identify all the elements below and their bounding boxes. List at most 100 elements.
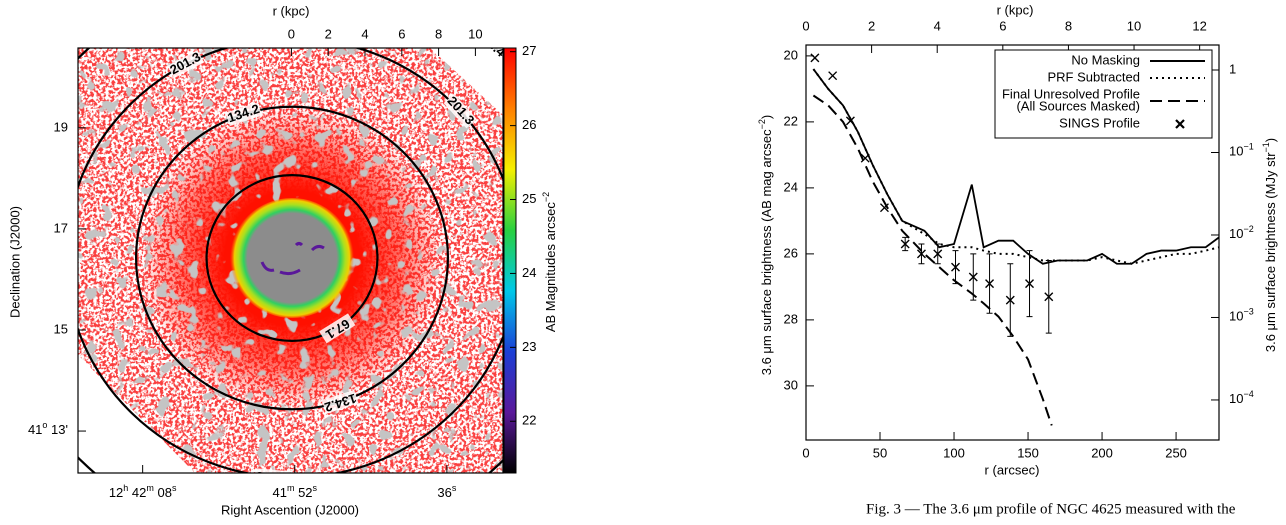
x2-tick-label: 6 [999,18,1006,33]
x-tick-label-part: 12 [109,485,123,500]
legend-label: PRF Subtracted [1048,69,1141,84]
y2-axis-label-part: ) [1263,138,1278,142]
y2-tick-label: 10−3 [1229,307,1254,324]
colorbar-tick-label: 27 [522,43,536,58]
profile-line [812,68,1220,265]
contour [205,174,379,342]
error-bar [970,253,977,301]
contour-label-bg [108,4,144,35]
error-bar [902,236,909,252]
plot-frame [805,44,1220,441]
contour-label: 201.3 [255,469,289,487]
x-tick-label: 150 [1017,445,1039,460]
error-bar [1026,250,1033,318]
cross-marker [845,116,855,126]
x2-tick-label: 8 [435,26,442,41]
x-tick-label-part: 08 [154,485,172,500]
y-tick-label: 17 [54,220,68,235]
x-tick-label-part: s [172,483,177,493]
cross-marker [879,203,889,213]
image-panel: 67.1134.2134.2201.3201.3201.3268.4268.42… [7,3,558,517]
x-tick-label: 41m 52s [273,483,318,500]
error-bar [1007,263,1014,337]
map-core-detail [260,242,325,276]
y-tick-label: 22 [784,113,798,128]
colorbar-tick-label: 22 [522,413,536,428]
x-tick-label-part: 36 [437,485,451,500]
legend-label: (All Sources Masked) [1016,98,1140,113]
colorbar-label: AB Magnitudes arcsec−2 [541,192,558,332]
y-tick-label: 24 [784,179,798,194]
x-tick-label: 250 [1165,445,1187,460]
x-tick-label: 100 [943,445,965,460]
y2-tick-label-part: −4 [1243,389,1253,399]
error-bar [918,243,925,265]
x-tick-label: 0 [802,445,809,460]
y2-axis-label-part: −1 [1261,142,1271,152]
x2-tick-label: 8 [1065,18,1072,33]
colorbar-tick-label: 23 [522,339,536,354]
legend-marker [1175,119,1185,129]
x-tick-label-part: m [146,483,154,493]
contour-label-bg [321,389,359,414]
y2-tick-label-part: −1 [1243,142,1253,152]
legend-box [994,49,1213,139]
contour-label: 268.4 [19,384,49,420]
x-tick-label-part: 52 [294,485,312,500]
x2-tick-label: 10 [1127,18,1141,33]
y2-tick-label-part: 10 [1229,144,1243,159]
colorbar-tick-label: 24 [522,265,536,280]
contour-label-bg [473,48,503,61]
y2-axis-label: 3.6 μm surface brightness (MJy str−1) [1261,138,1278,352]
x-tick-label: 12h 42m 08s [109,483,177,500]
y-axis-label-part: 3.6 μm surface brightness (AB mag arcsec [759,129,774,375]
x2-axis-label: r (kpc) [997,2,1034,17]
x-tick-label: 36s [437,483,456,500]
y2-tick-label-part: −2 [1243,224,1253,234]
map-core [230,198,354,318]
contour-label-bg [443,93,477,129]
plot-frame [77,47,504,474]
contour-label-bg [319,313,356,344]
x-tick-label: 200 [1091,445,1113,460]
y2-tick-label: 1 [1229,61,1236,76]
colorbar [503,47,517,474]
x2-tick-label: 12 [1192,18,1206,33]
y-tick-label: 19 [54,119,68,134]
surface-brightness-map [78,48,503,473]
caption: Fig. 3 — The 3.6 μm profile of NGC 4625 … [866,501,1236,517]
x2-tick-label: 4 [361,26,368,41]
contour-label: 268.4 [108,3,144,34]
y2-tick-label: 10−2 [1229,224,1254,241]
x-tick-label-part: s [313,483,318,493]
x2-tick-label: 0 [802,18,809,33]
x2-tick-label: 2 [868,18,875,33]
colorbar-tick-label: 25 [522,191,536,206]
contour-label-bg [167,49,205,79]
y-axis-label: 3.6 μm surface brightness (AB mag arcsec… [757,115,774,376]
x-tick-label-part: s [452,483,457,493]
y-tick-label-part: 13' [47,422,68,437]
x-axis-label: r (arcsec) [985,462,1040,477]
profile-line [812,94,1053,426]
error-bar [1045,259,1052,334]
legend-label: No Masking [1071,52,1140,67]
y2-tick-label: 10−1 [1229,142,1254,159]
y-tick-label: 30 [784,377,798,392]
x-tick-label: 50 [873,445,887,460]
x-tick-label-part: 41 [273,485,287,500]
contour-label-bg [20,384,49,420]
x-tick-label-part: h [123,483,128,493]
y-axis-label-part: −2 [757,119,767,129]
y-axis-label: Declination (J2000) [7,206,22,318]
error-bar [934,243,941,265]
y2-axis-label-part: 3.6 μm surface brightness (MJy str [1263,152,1278,352]
cross-marker [828,71,838,81]
y-tick-label: 20 [784,47,798,62]
colorbar-label-part: AB Magnitudes arcsec [543,202,558,333]
y2-tick-label-part: 10 [1229,226,1243,241]
x2-axis-label: r (kpc) [273,3,310,18]
